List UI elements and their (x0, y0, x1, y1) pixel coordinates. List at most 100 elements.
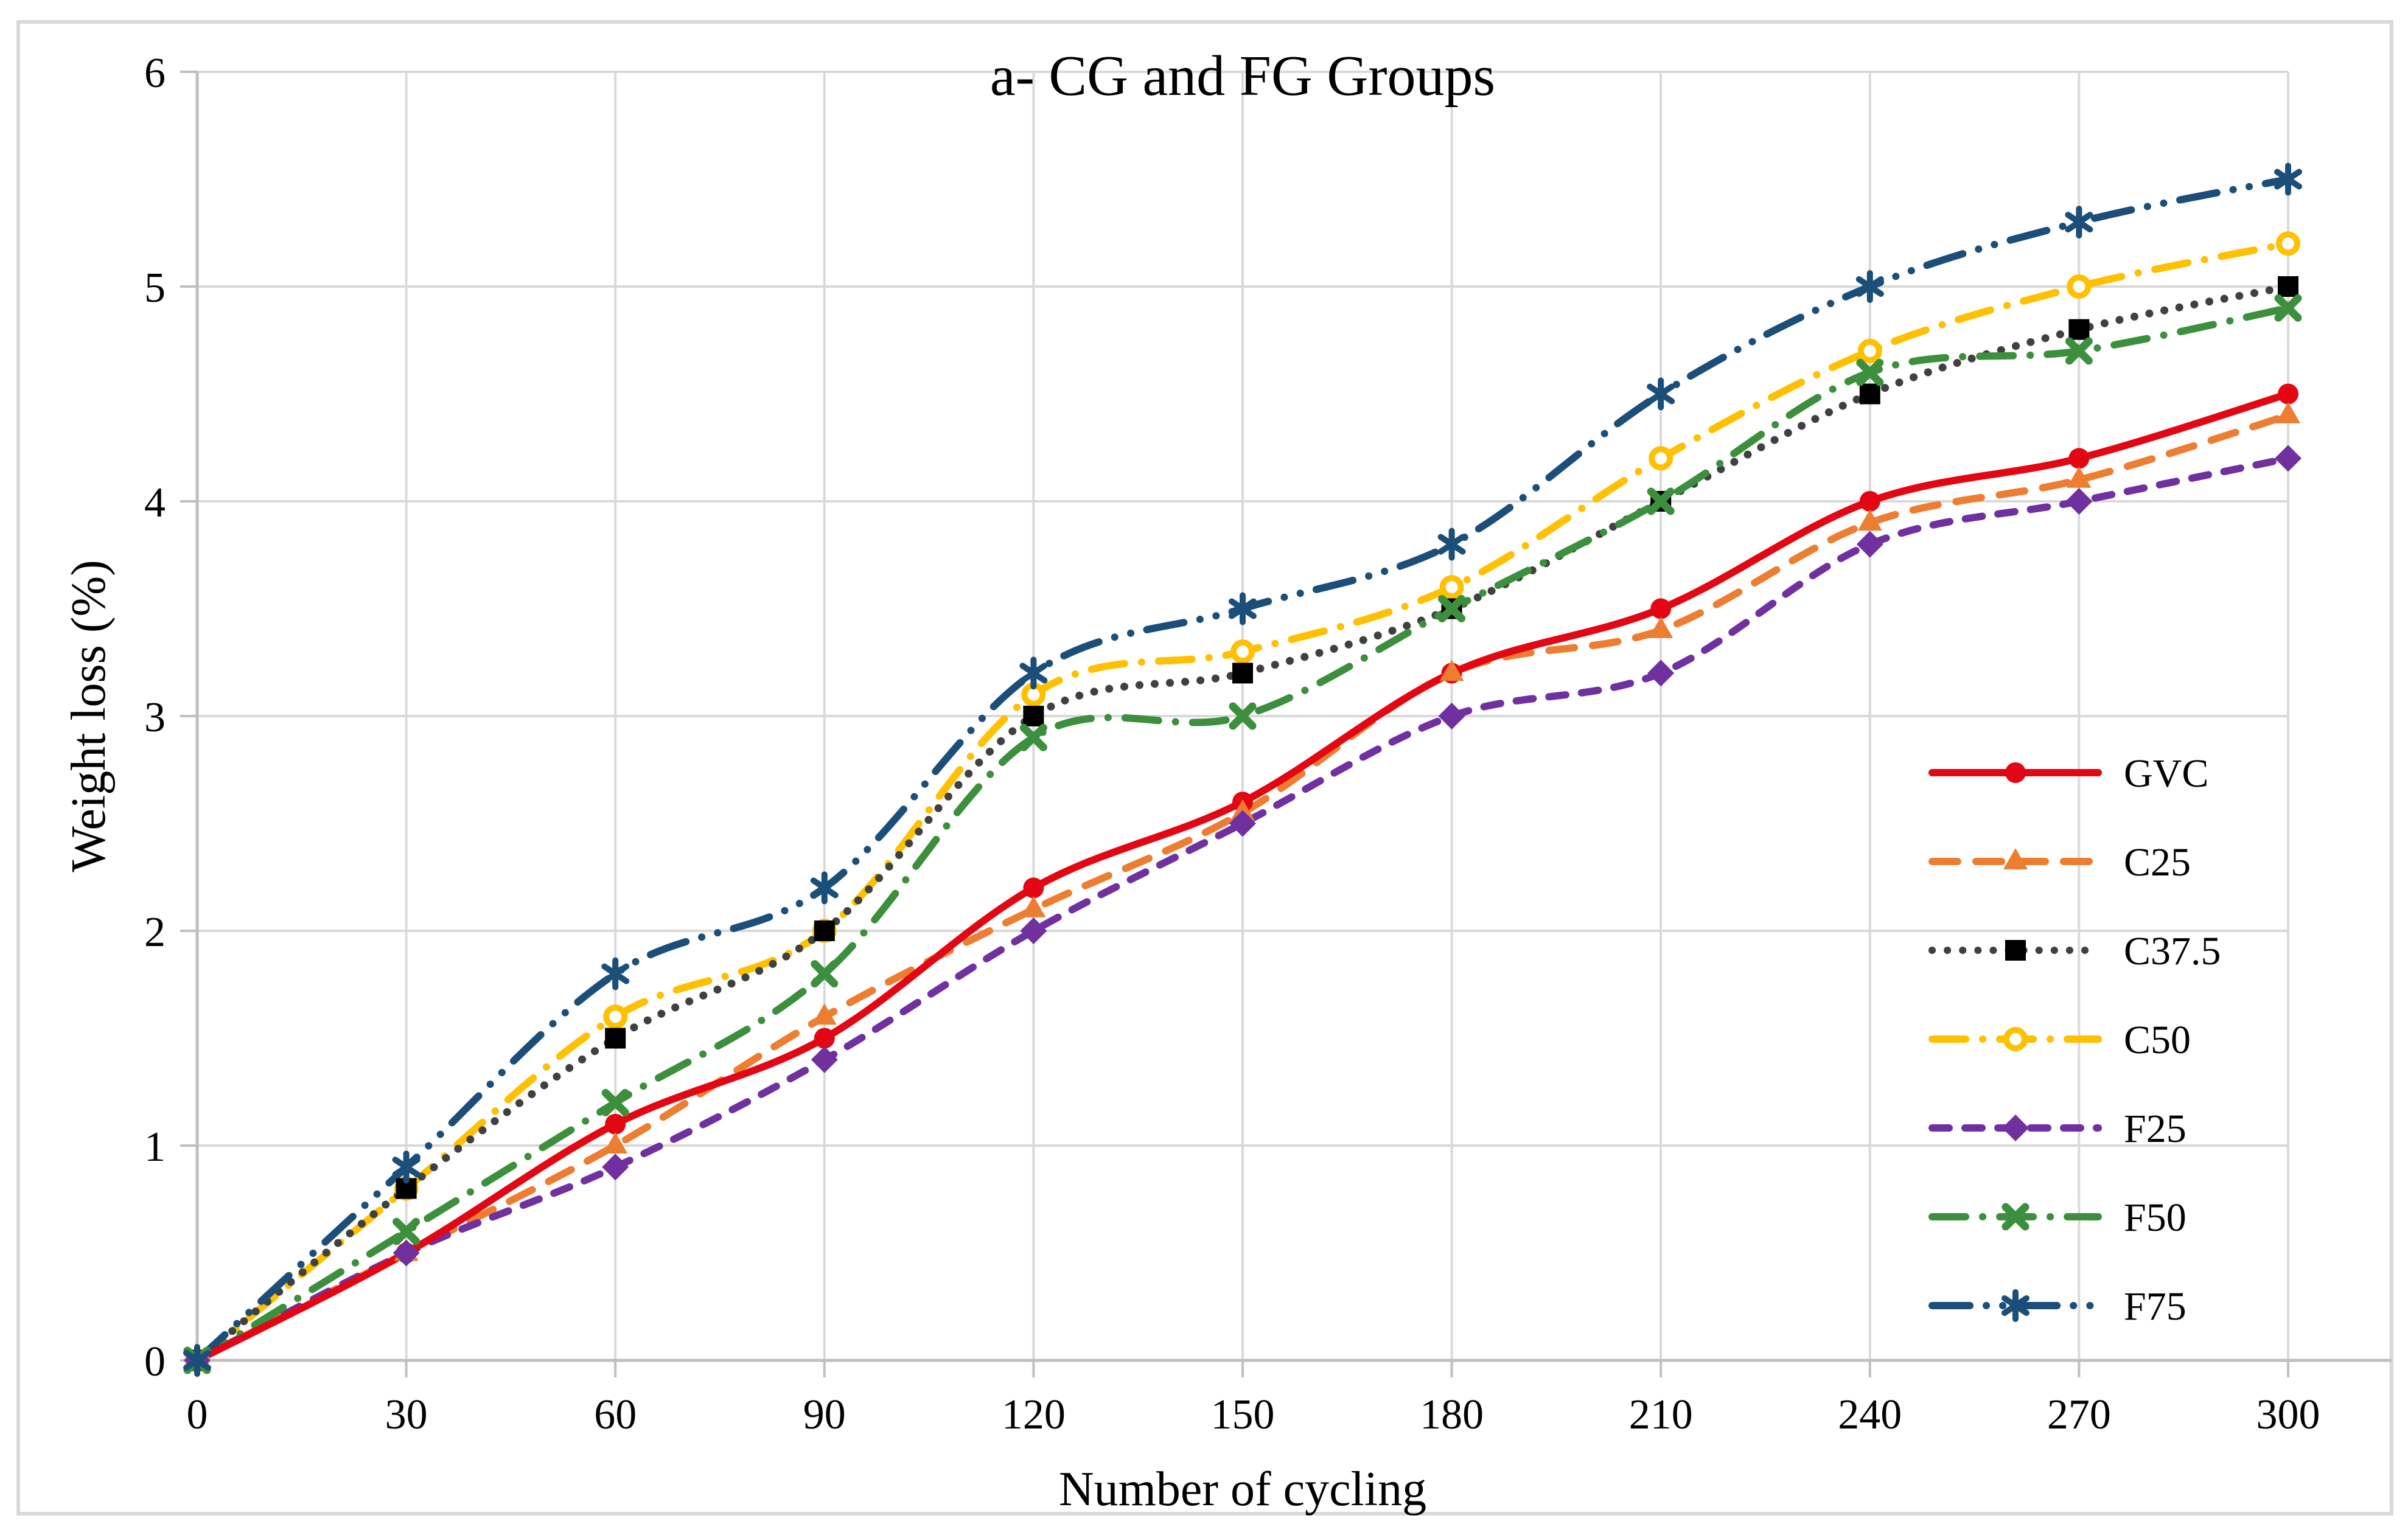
F50-marker-x (811, 960, 839, 988)
chart-title: a- CG and FG Groups (990, 44, 1495, 108)
F75-marker-asterisk (1855, 270, 1884, 303)
F25-marker-diamond (1856, 531, 1883, 558)
C37.5-marker-square (1859, 383, 1880, 405)
legend-label: GVC (2124, 751, 2208, 796)
C50-marker-open-circle (2276, 231, 2300, 256)
F50-marker-x (2065, 337, 2093, 365)
legend-item-F75: F75 (1928, 1284, 2186, 1329)
GVC-marker-circle (1023, 877, 1044, 899)
F75-marker-asterisk (2065, 206, 2093, 239)
x-tick-label: 300 (2256, 1391, 2320, 1438)
F50-marker-x (1019, 723, 1047, 751)
x-tick-label: 0 (187, 1391, 208, 1438)
GVC-marker-circle (1650, 598, 1672, 619)
F25-marker-diamond (2065, 488, 2093, 515)
C50-marker-open-circle (1439, 575, 1464, 600)
C50-marker-open-circle (1230, 639, 1255, 664)
F75-marker-asterisk (1019, 656, 1048, 690)
legend-label: C50 (2124, 1018, 2191, 1062)
F75-line (194, 175, 2292, 1364)
F25-marker-diamond (1020, 917, 1047, 944)
GVC-marker-circle (605, 1113, 626, 1135)
F25-marker-diamond (1647, 659, 1675, 687)
C37.5-marker-square (2278, 276, 2298, 297)
x-axis-title: Number of cycling (1059, 1463, 1426, 1516)
y-tick-label: 5 (144, 265, 166, 311)
C25-marker-triangle (1230, 799, 1255, 821)
F75-marker-asterisk (810, 871, 839, 905)
GVC-marker-circle (2278, 383, 2298, 405)
y-axis-title: Weight loss (%) (62, 560, 116, 872)
C25-marker-triangle (603, 1132, 628, 1154)
x-tick-label: 210 (1629, 1391, 1693, 1438)
C50-marker-open-circle (2067, 274, 2092, 299)
F50-marker-x (1229, 702, 1257, 730)
series-markers (183, 162, 2302, 1377)
C25-marker-triangle (1857, 509, 1882, 531)
F75-marker-asterisk (601, 957, 630, 990)
F25-marker-diamond (2275, 445, 2302, 472)
legend-item-F25: F25 (1928, 1107, 2186, 1151)
legend-item-C25: C25 (1928, 840, 2191, 885)
F75-marker-asterisk (1647, 377, 1675, 411)
x-tick-label: 270 (2047, 1391, 2111, 1438)
C25-marker-triangle (812, 1003, 837, 1025)
legend-item-F50: F50 (1928, 1195, 2186, 1240)
C25-marker-triangle (1649, 616, 1673, 638)
F50-marker-x (2274, 294, 2302, 322)
legend: GVC C25 C37.5 C50 F25 F50 F75 (1928, 751, 2221, 1329)
GVC-marker-circle (814, 1028, 835, 1049)
x-tick-label: 150 (1211, 1391, 1275, 1438)
F75-marker-asterisk (183, 1344, 211, 1377)
GVC-marker-circle (1859, 491, 1880, 512)
F75-marker-asterisk (2274, 162, 2302, 196)
F25-marker-diamond (1438, 703, 1465, 729)
C25-marker-triangle (2276, 402, 2300, 423)
legend-label: C37.5 (2124, 929, 2221, 973)
C37.5-marker-square (814, 920, 835, 941)
legend-label: F50 (2124, 1195, 2186, 1240)
C37.5-marker-square (605, 1028, 626, 1049)
legend-item-C37.5: C37.5 (1928, 929, 2221, 973)
y-tick-label: 3 (144, 694, 166, 741)
C37.5-marker-square (2005, 940, 2026, 961)
x-tick-label: 120 (1002, 1391, 1066, 1438)
y-tick-label: 6 (144, 50, 166, 97)
F75-marker-asterisk (1229, 592, 1257, 625)
C37.5-marker-square (2068, 319, 2090, 340)
C50-marker-open-circle (1649, 446, 1673, 471)
F75-marker-asterisk (392, 1150, 421, 1184)
y-tick-label: 2 (144, 909, 166, 956)
F25-marker-diamond (393, 1239, 420, 1267)
F75-marker-asterisk (2001, 1289, 2029, 1322)
F50-marker-x (393, 1217, 421, 1245)
F50-marker-x (1438, 595, 1466, 622)
GVC-marker-circle (2068, 448, 2090, 469)
y-tick-label: 1 (144, 1124, 166, 1171)
x-tick-label: 60 (594, 1391, 637, 1438)
legend-label: C25 (2124, 840, 2191, 885)
F25-marker-diamond (2002, 1115, 2029, 1141)
GVC-marker-circle (2005, 762, 2026, 783)
F50-line (194, 304, 2292, 1364)
C37.5-marker-square (1232, 663, 1253, 684)
x-tick-label: 30 (385, 1391, 428, 1438)
C25-marker-triangle (2067, 466, 2092, 488)
F25-line (194, 454, 2292, 1364)
legend-label: F75 (2124, 1284, 2186, 1329)
F25-marker-diamond (1229, 810, 1256, 837)
figure-border (16, 20, 2393, 1515)
F75-marker-asterisk (1437, 527, 1466, 561)
F50-marker-x (2001, 1203, 2029, 1231)
F50-marker-x (1647, 487, 1675, 515)
legend-item-GVC: GVC (1928, 751, 2208, 796)
F50-marker-x (1856, 358, 1884, 386)
C37.5-marker-square (1023, 706, 1044, 726)
x-tick-label: 180 (1420, 1391, 1484, 1438)
C50-marker-open-circle (2003, 1027, 2028, 1051)
tick-labels: 0 30 60 90 120 150 180 210 240 270 300 0 1 2 3 4 5 6 (144, 50, 2320, 1438)
y-tick-label: 0 (144, 1338, 166, 1385)
x-tick-label: 90 (803, 1391, 846, 1438)
